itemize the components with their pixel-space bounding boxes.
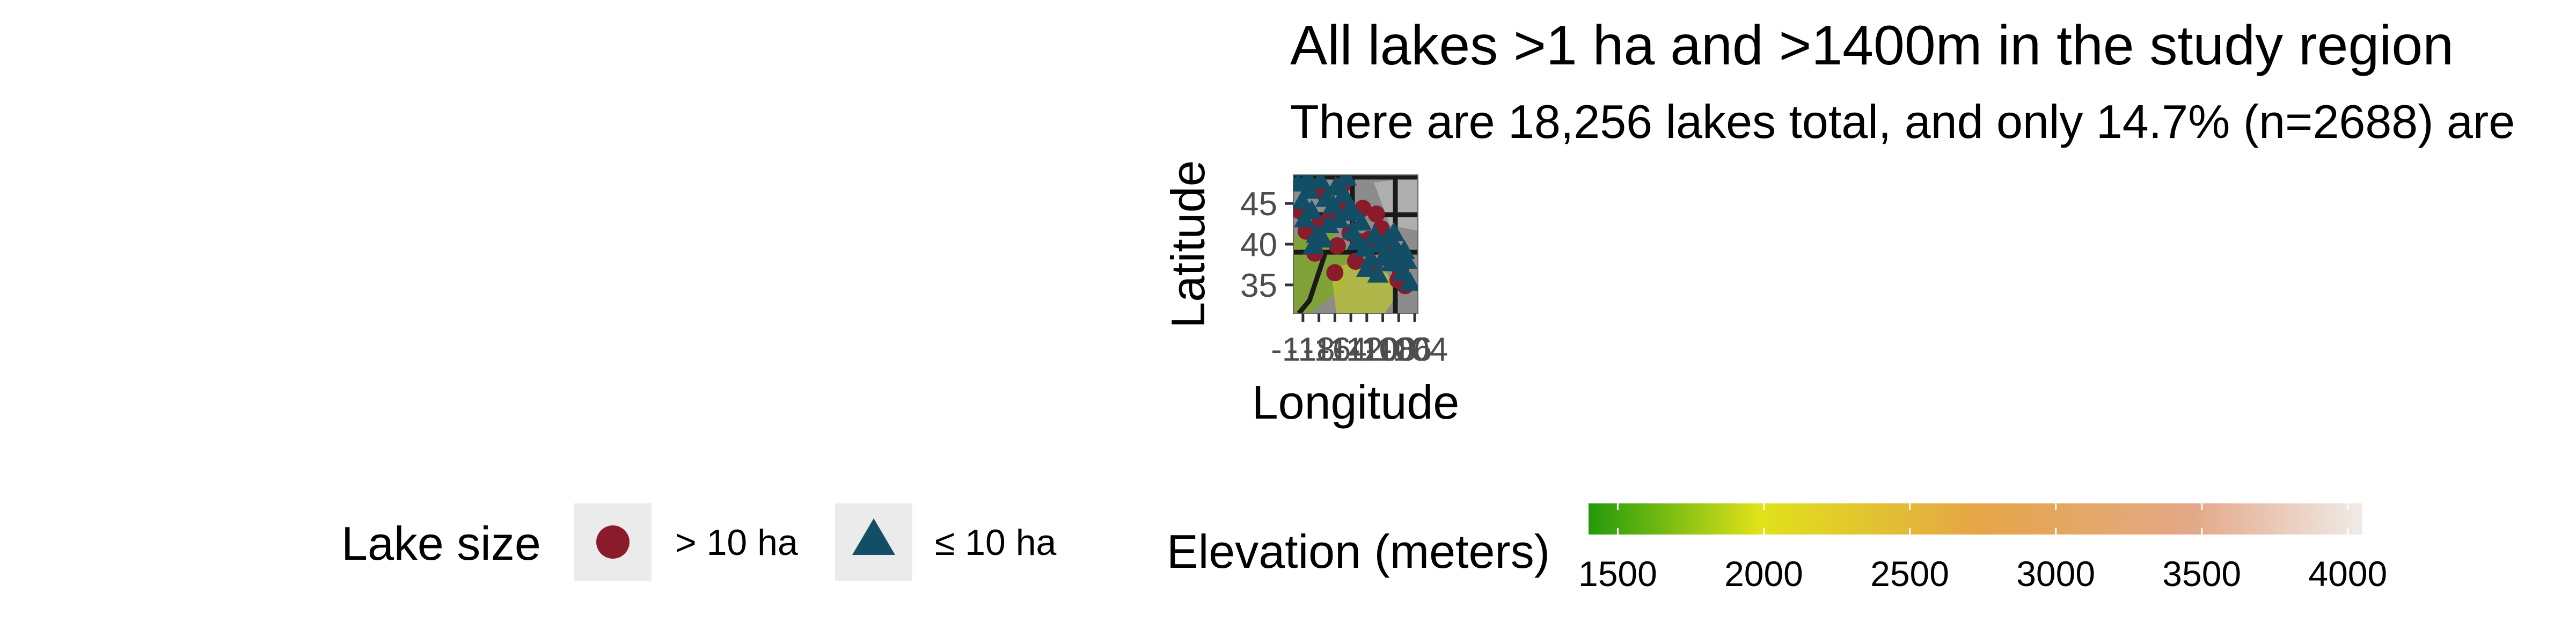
large-lake-point: [1367, 205, 1385, 223]
large-lake-point: [1326, 264, 1344, 282]
legend-triangle-icon: [852, 518, 895, 555]
y-axis-title: Latitude: [1161, 160, 1214, 328]
large-lake-point: [1328, 237, 1346, 255]
x-tick-label: -106: [1365, 331, 1432, 368]
small-lake-point: [1293, 190, 1313, 210]
lake-size-legend-title: Lake size: [341, 517, 541, 570]
large-lake-point: [1347, 252, 1364, 270]
y-tick-label: 45: [1240, 186, 1277, 223]
small-lake-point: [1399, 271, 1418, 291]
small-lake-point: [1393, 239, 1415, 259]
x-tick-label: -114: [1303, 331, 1367, 368]
small-lake-point: [1367, 263, 1389, 283]
small-lake-point: [1396, 249, 1418, 269]
x-tick-label: -112: [1319, 331, 1383, 368]
elevation-tick-label: 1500: [1578, 554, 1657, 594]
small-lake-point: [1318, 214, 1340, 233]
small-lake-point: [1302, 235, 1324, 254]
elevation-colorbar: [1589, 503, 2362, 535]
small-lake-point: [1322, 194, 1344, 214]
legend-label-small: ≤ 10 ha: [935, 522, 1057, 563]
points-layer: [1293, 175, 1418, 295]
small-lake-point: [1298, 179, 1320, 199]
chart-subtitle: There are 18,256 lakes total, and only 1…: [1290, 95, 2515, 148]
legend-circle-icon: [596, 525, 630, 559]
x-axis-title: Longitude: [1252, 376, 1460, 429]
small-lake-point: [1350, 211, 1372, 231]
x-tick-label: -104: [1381, 331, 1448, 368]
small-lake-point: [1301, 200, 1323, 219]
small-lake-point: [1341, 198, 1363, 218]
x-tick-label: -118: [1271, 331, 1335, 368]
elevation-tick-label: 2000: [1724, 554, 1803, 594]
y-tick-label: 40: [1240, 226, 1277, 264]
y-tick-label: 35: [1240, 267, 1277, 304]
small-lake-point: [1356, 258, 1378, 277]
lake-size-legend: Lake size > 10 ha ≤ 10 ha: [341, 503, 1057, 581]
small-lake-point: [1324, 176, 1346, 196]
terrain-patch-yellow: [1331, 258, 1401, 313]
elevation-tick-label: 3000: [2016, 554, 2095, 594]
small-lake-point: [1383, 222, 1405, 241]
x-tick-label: -110: [1335, 331, 1399, 368]
legend-label-large: > 10 ha: [675, 522, 798, 563]
x-tick-label: -108: [1350, 331, 1416, 368]
elevation-tick-label: 3500: [2162, 554, 2241, 594]
elevation-legend: Elevation (meters) 1500 2000 2500 3000 3500 4…: [1167, 503, 2387, 594]
small-lake-point: [1335, 175, 1357, 186]
elevation-tick-label: 2500: [1870, 554, 1949, 594]
x-tick-label: -116: [1287, 331, 1351, 368]
chart-title: All lakes >1 ha and >1400m in the study …: [1290, 14, 2454, 77]
small-lake-point: [1297, 175, 1319, 187]
elevation-tick-label: 4000: [2308, 554, 2387, 594]
map-panel: [1293, 174, 1418, 314]
elevation-legend-title: Elevation (meters): [1167, 525, 1550, 578]
elevation-ticks: 1500 2000 2500 3000 3500 4000: [1578, 503, 2387, 594]
